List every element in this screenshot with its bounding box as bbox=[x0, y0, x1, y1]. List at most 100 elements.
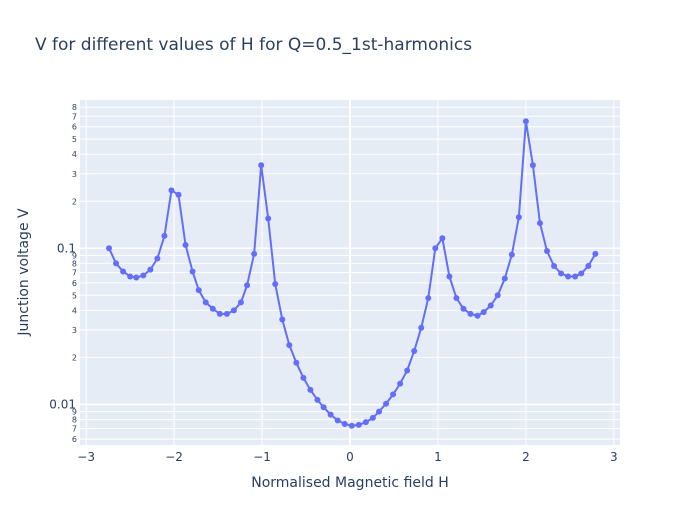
x-tick-label: 1 bbox=[434, 450, 442, 464]
data-point bbox=[133, 274, 140, 281]
data-point bbox=[362, 419, 369, 426]
y-minor-tick-label: 7 bbox=[72, 112, 77, 121]
data-point bbox=[327, 411, 334, 418]
data-point bbox=[487, 302, 494, 309]
data-point bbox=[182, 241, 189, 248]
data-point bbox=[348, 422, 355, 429]
data-point bbox=[320, 404, 327, 411]
data-points bbox=[106, 118, 599, 429]
y-minor-tick-label: 4 bbox=[72, 306, 77, 315]
data-point bbox=[175, 191, 182, 198]
data-point bbox=[432, 245, 439, 252]
data-point bbox=[230, 307, 237, 314]
y-tick-label: 0.1 bbox=[57, 241, 76, 255]
data-point bbox=[314, 396, 321, 403]
y-minor-tick-label: 8 bbox=[72, 103, 77, 112]
data-point bbox=[154, 255, 161, 262]
data-point bbox=[106, 245, 113, 252]
data-point bbox=[251, 250, 258, 257]
data-point bbox=[209, 305, 216, 312]
data-point bbox=[544, 248, 550, 255]
data-point bbox=[286, 342, 293, 349]
data-point bbox=[592, 250, 599, 257]
data-point bbox=[390, 391, 397, 398]
data-point bbox=[480, 309, 487, 316]
x-tick-label: −2 bbox=[165, 450, 183, 464]
data-point bbox=[244, 282, 251, 289]
data-point bbox=[446, 273, 453, 280]
y-minor-tick-label: 4 bbox=[72, 150, 77, 159]
data-point bbox=[202, 299, 209, 306]
data-point bbox=[300, 374, 307, 381]
data-point bbox=[578, 270, 585, 277]
x-tick-label: −1 bbox=[253, 450, 271, 464]
data-point bbox=[572, 273, 579, 280]
y-minor-tick-label: 6 bbox=[72, 435, 77, 444]
data-point bbox=[168, 187, 175, 194]
y-minor-tick-label: 5 bbox=[72, 291, 77, 300]
y-minor-tick-label: 7 bbox=[72, 425, 77, 434]
grid-lines bbox=[80, 100, 620, 445]
y-minor-tick-label: 5 bbox=[72, 135, 77, 144]
y-minor-tick-label: 2 bbox=[72, 197, 77, 206]
y-tick-label: 0.01 bbox=[49, 397, 76, 411]
data-point bbox=[341, 420, 348, 427]
y-minor-tick-label: 3 bbox=[72, 170, 77, 179]
x-axis-title: Normalised Magnetic field H bbox=[251, 475, 449, 491]
data-point bbox=[127, 273, 134, 280]
data-point bbox=[418, 324, 425, 331]
y-minor-tick-label: 7 bbox=[72, 268, 77, 277]
data-point bbox=[585, 263, 592, 269]
x-tick-label: 3 bbox=[610, 450, 618, 464]
data-point bbox=[425, 295, 432, 302]
data-point bbox=[147, 266, 154, 273]
data-point bbox=[494, 292, 501, 299]
y-minor-tick-label: 9 bbox=[72, 408, 77, 417]
y-axis-title: Junction voltage V bbox=[16, 208, 32, 337]
data-point bbox=[404, 367, 411, 374]
data-point bbox=[467, 310, 474, 317]
data-point bbox=[334, 417, 341, 424]
data-point bbox=[515, 214, 522, 221]
data-point bbox=[369, 414, 376, 421]
data-point bbox=[140, 272, 147, 279]
data-point bbox=[189, 268, 196, 275]
data-point bbox=[529, 162, 536, 169]
data-point bbox=[453, 295, 460, 302]
data-point bbox=[474, 312, 481, 319]
data-point bbox=[551, 263, 558, 269]
data-point bbox=[460, 305, 467, 312]
y-minor-tick-label: 3 bbox=[72, 326, 77, 335]
data-point bbox=[558, 270, 565, 277]
data-point bbox=[237, 299, 244, 306]
x-tick-label: −3 bbox=[77, 450, 95, 464]
data-point bbox=[293, 359, 300, 366]
data-point bbox=[216, 310, 223, 317]
x-tick-label: 2 bbox=[522, 450, 530, 464]
data-point bbox=[195, 287, 202, 294]
data-point bbox=[411, 347, 418, 354]
data-point bbox=[223, 310, 230, 317]
x-tick-label: 0 bbox=[346, 450, 354, 464]
y-minor-tick-label: 6 bbox=[72, 123, 77, 132]
data-point bbox=[265, 215, 272, 222]
data-point bbox=[439, 235, 446, 242]
data-point bbox=[501, 275, 508, 282]
y-minor-tick-label: 8 bbox=[72, 416, 77, 425]
y-minor-tick-label: 2 bbox=[72, 353, 77, 362]
data-point bbox=[113, 260, 120, 267]
data-point bbox=[258, 162, 265, 169]
data-point bbox=[376, 408, 383, 415]
data-point bbox=[355, 421, 362, 428]
data-point bbox=[508, 251, 515, 258]
data-point bbox=[120, 268, 127, 275]
data-point bbox=[279, 316, 286, 323]
data-point bbox=[522, 118, 529, 125]
data-point bbox=[383, 400, 390, 407]
data-point bbox=[307, 386, 314, 393]
chart-title: V for different values of H for Q=0.5_1s… bbox=[35, 35, 472, 55]
data-point bbox=[536, 220, 543, 227]
data-point bbox=[565, 273, 572, 280]
y-minor-tick-label: 6 bbox=[72, 279, 77, 288]
